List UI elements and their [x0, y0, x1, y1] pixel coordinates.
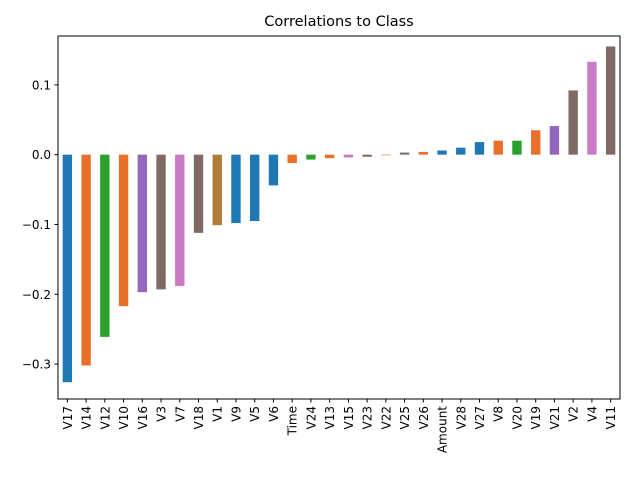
x-axis-ticks: V17 V14 V12 V10 V16 V3 V7 V18 V1 V9 V5 V6 Time V24 V13…: [61, 399, 618, 453]
x-tick-label-v21: V21: [548, 406, 562, 429]
y-tick-label: 0.0: [32, 148, 51, 162]
y-tick-label: −0.3: [22, 358, 51, 372]
bars-layer: [62, 46, 616, 383]
bar-v7: [175, 154, 185, 286]
bar-v23: [362, 154, 372, 157]
chart-title: Correlations to Class: [264, 14, 413, 30]
y-axis-ticks: 0.1 0.0 −0.1 −0.2 −0.3: [22, 78, 58, 372]
bar-v12: [100, 154, 110, 337]
bar-v25: [399, 152, 410, 155]
bar-v19: [531, 130, 541, 155]
x-tick-label-v6: V6: [267, 406, 281, 422]
x-tick-label-v20: V20: [510, 406, 524, 429]
x-tick-label-v13: V13: [323, 406, 337, 429]
x-tick-label-v27: V27: [473, 406, 487, 429]
x-tick-label-v3: V3: [155, 406, 169, 422]
bar-v24: [306, 154, 316, 160]
bar-v8: [493, 140, 503, 155]
x-tick-label-v5: V5: [248, 406, 262, 422]
x-tick-label-v17: V17: [61, 406, 75, 429]
x-tick-label-v12: V12: [98, 406, 112, 429]
x-tick-label-v23: V23: [361, 406, 375, 429]
bar-amount: [437, 150, 447, 155]
bar-v20: [512, 140, 522, 155]
x-tick-label-v1: V1: [211, 406, 225, 422]
x-tick-label-v25: V25: [398, 406, 412, 429]
x-tick-label-v28: V28: [454, 406, 468, 429]
x-tick-label-v8: V8: [492, 406, 506, 422]
x-tick-label-v26: V26: [417, 406, 431, 429]
bar-v22: [381, 154, 391, 156]
x-tick-label-v10: V10: [117, 406, 131, 429]
y-tick-label: −0.2: [22, 288, 51, 302]
bar-v14: [81, 154, 91, 366]
bar-v13: [324, 154, 335, 159]
x-tick-label-v14: V14: [80, 406, 94, 429]
bar-v21: [549, 126, 560, 155]
bar-v28: [456, 147, 466, 155]
bar-time: [287, 154, 297, 164]
y-tick-label: −0.1: [22, 218, 51, 232]
bar-v2: [568, 90, 578, 155]
x-tick-label-v22: V22: [379, 406, 393, 429]
bar-v3: [156, 154, 166, 290]
bar-v11: [605, 46, 616, 155]
x-tick-label-v9: V9: [229, 406, 243, 422]
x-tick-label-v7: V7: [173, 406, 187, 422]
bar-v9: [231, 154, 241, 224]
x-tick-label-v24: V24: [304, 406, 318, 429]
x-tick-label-v11: V11: [604, 406, 618, 429]
bar-v26: [418, 151, 428, 155]
x-tick-label-amount: Amount: [436, 406, 450, 453]
bar-v15: [343, 154, 354, 158]
x-tick-label-v2: V2: [567, 406, 581, 422]
bar-v16: [137, 154, 147, 293]
bar-v17: [62, 154, 73, 383]
bar-v4: [587, 61, 597, 155]
x-tick-label-v19: V19: [529, 406, 543, 429]
y-tick-label: 0.1: [32, 78, 51, 92]
bar-v1: [212, 154, 222, 226]
bar-v10: [118, 154, 129, 307]
x-tick-label-time: Time: [286, 406, 300, 436]
bar-v6: [268, 154, 279, 186]
bar-v5: [250, 154, 260, 221]
plot-frame: [57, 35, 621, 400]
x-tick-label-v15: V15: [342, 406, 356, 429]
bar-v27: [474, 142, 485, 155]
bar-v18: [193, 154, 204, 233]
x-tick-label-v16: V16: [136, 406, 150, 429]
x-tick-label-v4: V4: [585, 406, 599, 422]
x-tick-label-v18: V18: [192, 406, 206, 429]
